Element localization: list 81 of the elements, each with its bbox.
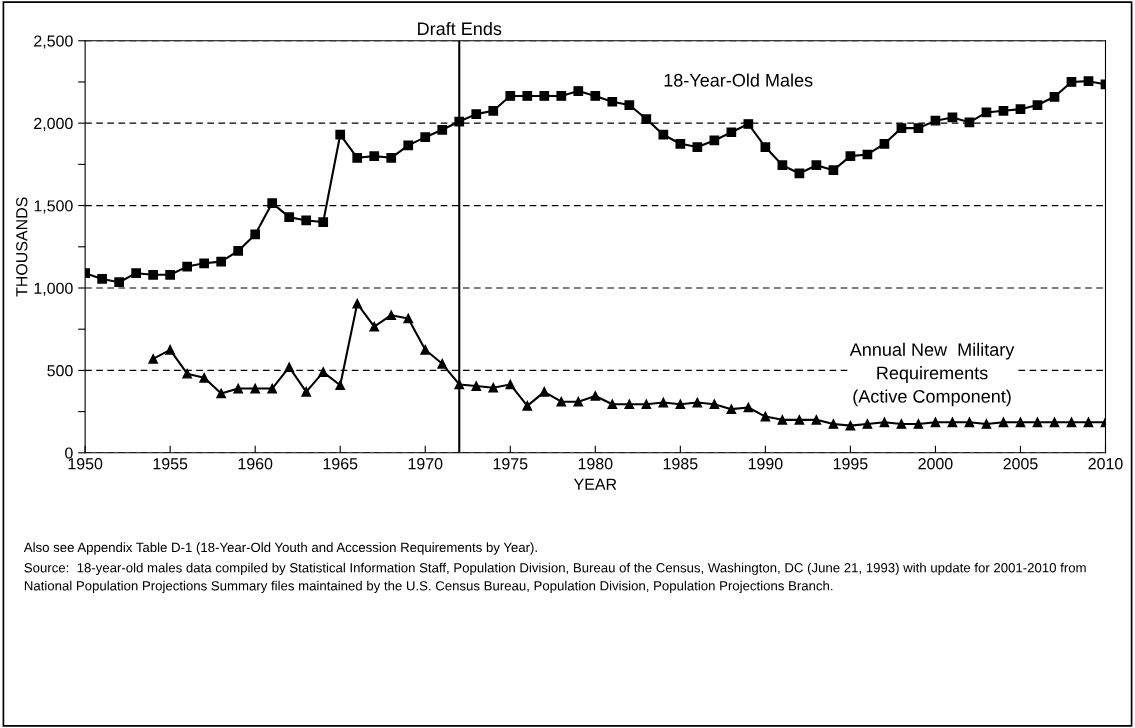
point — [947, 417, 958, 428]
y-tick-label: 1,500 — [34, 200, 73, 214]
point — [675, 399, 686, 410]
point — [964, 417, 975, 428]
y-tick-label: 2,000 — [34, 117, 73, 132]
x-tick-label: 1980 — [578, 458, 613, 470]
point — [1015, 417, 1026, 428]
point — [1083, 417, 1094, 428]
x-tick-label: 2005 — [1003, 458, 1038, 470]
series-label: Annual New Military Requirements (Active Component) — [849, 342, 1015, 407]
point — [641, 399, 652, 410]
point — [913, 419, 924, 429]
point — [1066, 417, 1077, 428]
point — [250, 383, 261, 394]
point — [1049, 417, 1060, 428]
point — [539, 386, 550, 397]
point — [896, 419, 907, 429]
point — [573, 396, 584, 407]
x-tick-label: 1990 — [748, 458, 783, 470]
point — [811, 414, 822, 425]
point — [981, 419, 992, 429]
point — [369, 321, 380, 332]
x-tick-label: 1970 — [408, 458, 443, 470]
point — [233, 383, 244, 394]
point — [726, 404, 737, 415]
point — [267, 383, 278, 394]
y-tick-label: 2,500 — [34, 35, 73, 49]
point — [318, 367, 329, 377]
source-note: Source: 18-year-old males data compiled by Statistical Information Staff, Population Division, Bureau of the Census, Washington, DC (June 21, 1993) with update for 2001-2010 from National Population Projections Summary files maintained by the U.S. Census Bureau, Population Division, Population Projections Branch. — [24, 562, 1086, 594]
point — [522, 400, 533, 411]
point — [777, 414, 788, 425]
x-tick-label: 1975 — [493, 458, 528, 470]
y-tick-label: 1,000 — [34, 282, 73, 296]
point — [437, 358, 448, 369]
point — [386, 310, 397, 321]
y-tick-label: 0 — [65, 447, 73, 459]
point — [760, 411, 771, 422]
point — [471, 381, 482, 391]
point — [488, 382, 499, 393]
point — [301, 386, 312, 397]
point — [335, 380, 346, 391]
x-tick-label: 1965 — [323, 458, 358, 470]
point — [199, 372, 210, 383]
point — [862, 419, 873, 429]
point — [403, 313, 414, 324]
point — [148, 354, 159, 364]
point — [743, 402, 754, 413]
y-axis-title: THOUSANDS — [16, 197, 28, 297]
series-label: 18-Year-Old Males — [664, 73, 813, 87]
point — [709, 399, 720, 410]
text: Also see Appendix Table D-1 (18-Year-Old Youth and Accession Requirements by Year). — [23, 542, 537, 555]
point — [692, 397, 703, 408]
y-tick-label: 500 — [47, 365, 73, 377]
point — [165, 344, 176, 355]
x-tick-label: 1995 — [833, 458, 868, 470]
point — [216, 388, 227, 399]
point — [879, 417, 890, 428]
point — [505, 379, 516, 390]
ref-line-label: Draft Ends — [418, 21, 502, 36]
point — [1032, 417, 1043, 428]
x-axis-title: YEAR — [573, 478, 617, 490]
point — [930, 417, 941, 428]
x-tick-label: 2000 — [918, 458, 953, 470]
point — [284, 362, 295, 372]
x-tick-label: 1950 — [68, 458, 103, 470]
point — [828, 419, 839, 429]
x-tick-label: 1955 — [153, 458, 188, 470]
point — [182, 368, 193, 379]
point — [420, 344, 431, 355]
x-tick-label: 2010 — [1088, 458, 1123, 470]
point — [624, 399, 635, 410]
point — [607, 399, 618, 410]
point — [352, 298, 363, 309]
x-tick-label: 1960 — [238, 458, 273, 470]
point — [998, 417, 1009, 428]
point — [794, 414, 805, 425]
point — [845, 420, 856, 431]
point — [658, 397, 669, 408]
x-tick-label: 1985 — [663, 458, 698, 470]
point — [590, 391, 601, 401]
point — [556, 396, 567, 407]
